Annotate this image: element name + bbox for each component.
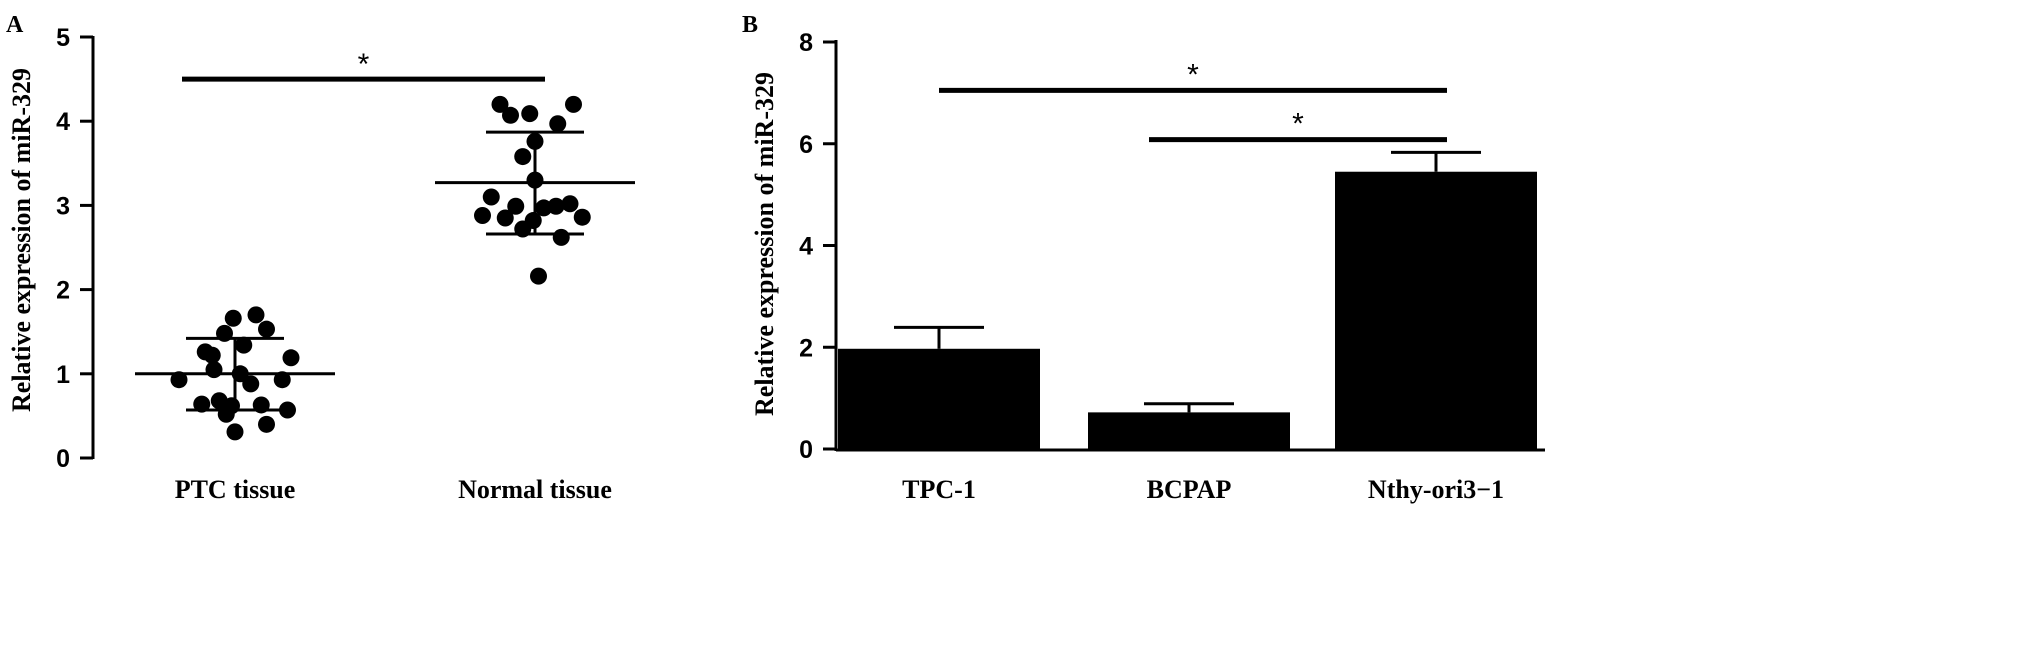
- data-point: [526, 171, 544, 189]
- data-point: [282, 349, 300, 367]
- data-point: [258, 415, 275, 433]
- panel-b-bar-chart: B Relative expression of miR-329 0 2 4 6 8 T…: [742, 12, 1545, 504]
- panel-b-label: B: [742, 12, 758, 38]
- significance-asterisk: *: [1187, 58, 1199, 91]
- data-point: [203, 346, 221, 364]
- panel-a-scatter-plot: A Relative expression of miR-329 012345 …: [6, 12, 635, 504]
- panel-b-y-tick-label: 6: [799, 131, 813, 159]
- data-point: [547, 197, 565, 215]
- panel-b-y-tick-label: 2: [799, 334, 813, 362]
- panel-a-data-points: [170, 95, 591, 441]
- panel-a-category-label: Normal tissue: [458, 475, 612, 504]
- panel-b-y-ticks: 0 2 4 6 8: [799, 29, 836, 464]
- data-point: [514, 148, 532, 166]
- data-point: [279, 401, 296, 419]
- panel-a-y-tick-label: 4: [56, 108, 70, 136]
- panel-b-category-label: TPC-1: [902, 475, 976, 504]
- data-point: [524, 212, 542, 230]
- bar: [838, 348, 1040, 449]
- data-point: [258, 320, 275, 338]
- panel-b-y-tick-label: 0: [799, 436, 813, 464]
- panel-b-y-axis-title: Relative expression of miR-329: [750, 72, 779, 416]
- data-point: [224, 309, 242, 327]
- panel-b-category-label: Nthy-ori3−1: [1368, 475, 1504, 504]
- data-point: [507, 197, 525, 215]
- data-point: [552, 228, 570, 246]
- panel-a-y-tick-label: 2: [56, 277, 70, 305]
- panel-a-y-tick-label: 0: [56, 445, 70, 473]
- data-point: [573, 208, 591, 226]
- panel-b-category-label: BCPAP: [1147, 475, 1232, 504]
- data-point: [273, 371, 291, 389]
- data-point: [170, 371, 188, 389]
- data-point: [231, 365, 249, 383]
- panel-a-y-ticks: 0 1 2 3 4 5: [56, 24, 93, 473]
- data-point: [235, 336, 253, 354]
- data-point: [216, 324, 233, 342]
- panel-b-x-categories: TPC-1 BCPAP Nthy-ori3−1: [902, 475, 1504, 504]
- panel-a-x-categories: PTC tissue Normal tissue: [175, 475, 612, 504]
- data-point: [482, 188, 500, 206]
- data-point: [193, 395, 211, 413]
- data-point: [252, 396, 270, 414]
- data-point: [549, 115, 567, 133]
- panel-a-significance: *: [182, 48, 545, 82]
- panel-a-y-axis-title: Relative expression of miR-329: [7, 68, 36, 412]
- data-point: [491, 95, 509, 113]
- panel-a-y-tick-label: 3: [56, 192, 70, 220]
- data-point: [226, 423, 244, 441]
- data-point: [530, 267, 547, 285]
- data-point: [474, 207, 491, 225]
- panel-b-y-tick-label: 8: [799, 29, 813, 57]
- panel-b-bars: [838, 150, 1537, 449]
- bar: [1088, 412, 1290, 449]
- data-point: [521, 105, 539, 123]
- data-point: [223, 397, 240, 415]
- data-point: [242, 375, 260, 393]
- data-point: [247, 306, 265, 324]
- panel-a-y-tick-label: 5: [56, 24, 70, 52]
- panel-b-significance: **: [939, 58, 1447, 143]
- panel-a-label: A: [6, 12, 24, 38]
- data-point: [565, 95, 582, 113]
- data-point: [526, 132, 544, 150]
- data-point: [561, 195, 579, 213]
- panel-a-category-label: PTC tissue: [175, 475, 296, 504]
- panel-a-y-tick-label: 1: [56, 361, 70, 389]
- data-point: [502, 106, 519, 124]
- bar: [1335, 171, 1537, 449]
- data-point: [205, 361, 223, 379]
- panel-b-y-tick-label: 4: [799, 233, 813, 261]
- significance-asterisk: *: [1292, 108, 1304, 141]
- data-point: [496, 209, 514, 227]
- significance-asterisk: *: [358, 48, 370, 81]
